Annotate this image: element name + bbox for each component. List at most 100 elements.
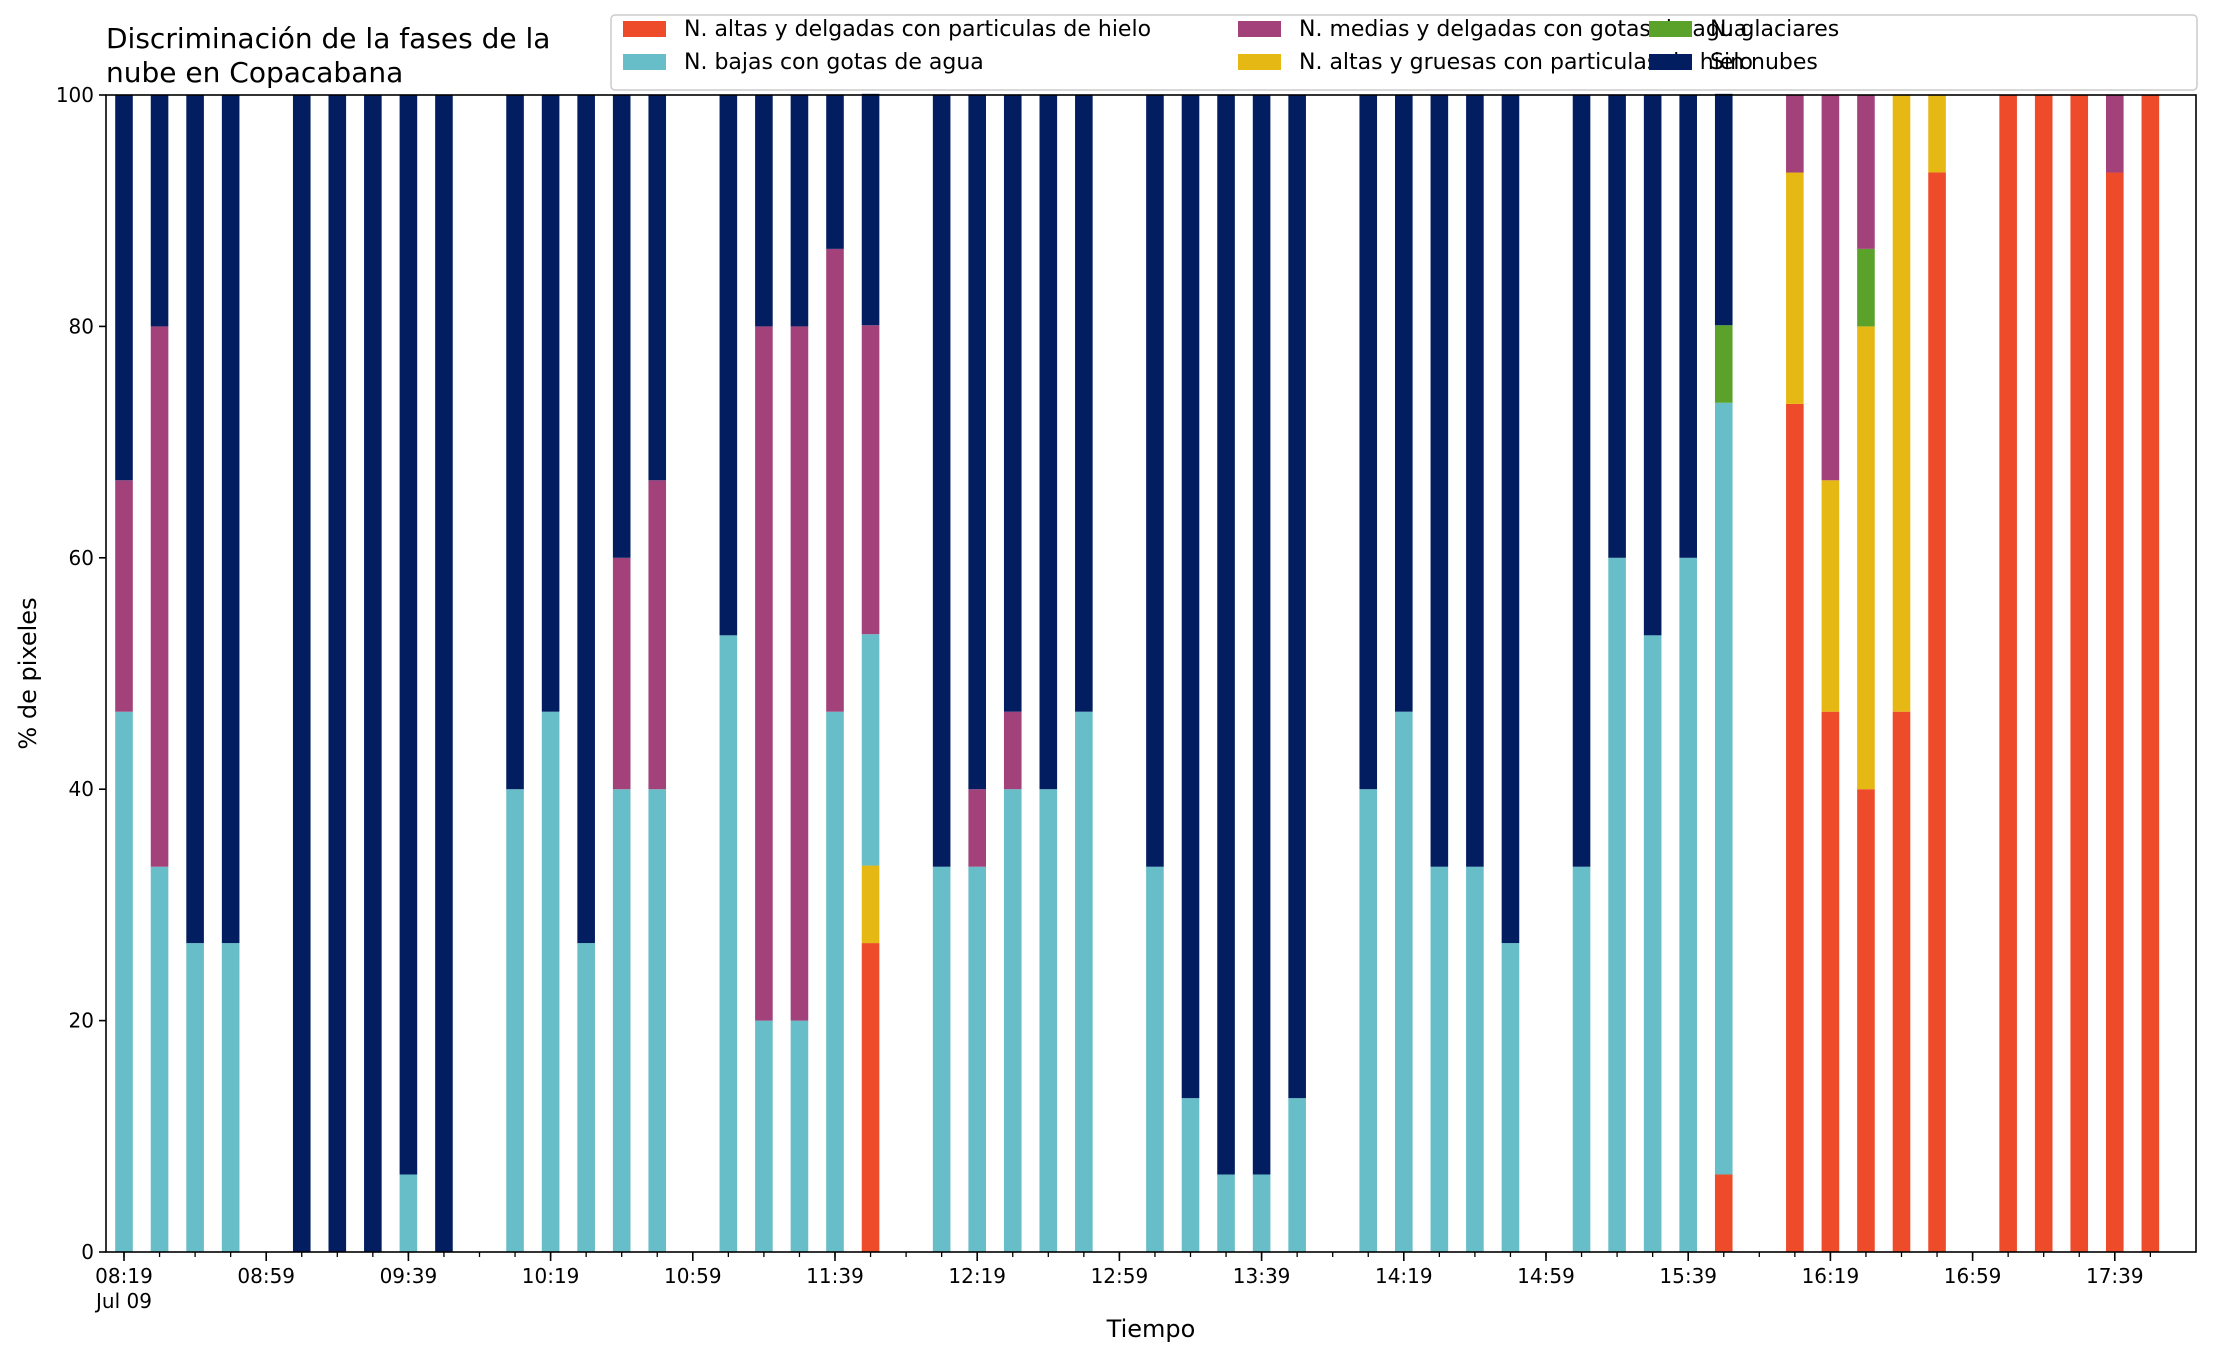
bar-segment-14:39-5 <box>1466 95 1484 867</box>
bar-segment-12:09-2 <box>932 866 951 1252</box>
bar-segment-13:19-5 <box>1181 95 1200 1099</box>
bar-segment-16:29-1 <box>1857 326 1875 790</box>
bar-segment-16:19-1 <box>1821 480 1840 712</box>
bar-segment-10:39-4 <box>612 557 631 790</box>
y-tick-label: 100 <box>56 83 94 107</box>
bar-segment-13:49-2 <box>1288 1098 1306 1252</box>
y-axis-label: % de pixeles <box>14 597 42 749</box>
bar-segment-12:49-2 <box>1075 711 1093 1252</box>
x-tick-label: 17:39 <box>2086 1264 2144 1288</box>
legend-swatch <box>623 21 666 37</box>
plot-frame <box>105 94 2197 1253</box>
x-tick-label: 16:59 <box>1944 1264 2002 1288</box>
x-tick-label: 12:59 <box>1091 1264 1149 1288</box>
y-tick-label: 40 <box>69 777 94 801</box>
bar-segment-12:19-4 <box>968 789 986 867</box>
bar-segment-10:49-2 <box>648 789 667 1252</box>
bar-segment-14:49-2 <box>1501 943 1520 1252</box>
bar-segment-08:29-5 <box>150 95 169 327</box>
x-tick-label: 14:19 <box>1375 1264 1433 1288</box>
bar-segment-17:49-0 <box>2141 95 2160 1252</box>
bar-segment-11:49-2 <box>861 634 880 866</box>
bar-segment-10:49-4 <box>648 480 667 790</box>
bar-segment-15:49-5 <box>1714 93 1733 326</box>
bar-segment-14:29-2 <box>1430 866 1449 1252</box>
bar-segment-13:19-2 <box>1181 1098 1200 1252</box>
bar-segment-12:49-5 <box>1075 95 1093 712</box>
bar-segment-10:19-2 <box>541 711 560 1252</box>
bar-segment-11:29-4 <box>790 326 809 1021</box>
bar-segment-14:49-5 <box>1501 95 1520 944</box>
bar-segment-16:29-3 <box>1857 248 1875 327</box>
x-tick-label: 10:59 <box>664 1264 722 1288</box>
legend-box <box>610 14 2198 91</box>
bar-segment-09:09-5 <box>292 95 311 1252</box>
bar-segment-10:19-5 <box>541 95 560 712</box>
bar-segment-08:39-2 <box>186 943 204 1252</box>
x-tick-label: 12:19 <box>948 1264 1006 1288</box>
bar-segment-08:19-4 <box>115 480 133 712</box>
x-tick-label: 09:39 <box>380 1264 438 1288</box>
bar-segment-16:09-0 <box>1786 403 1804 1252</box>
bar-segment-11:19-4 <box>755 326 773 1021</box>
bar-segment-09:39-2 <box>399 1174 418 1252</box>
bar-segment-15:39-2 <box>1679 557 1697 1252</box>
legend-label: Sin nubes <box>1710 50 1818 75</box>
bar-segment-17:19-0 <box>2034 95 2053 1252</box>
bar-segment-17:29-0 <box>2070 95 2089 1252</box>
bar-segment-13:49-5 <box>1288 95 1306 1099</box>
bar-segment-14:09-5 <box>1359 95 1378 790</box>
bar-segment-08:29-4 <box>150 326 169 867</box>
bar-segment-12:19-5 <box>968 95 986 790</box>
bar-segment-16:09-1 <box>1786 172 1804 404</box>
bar-segment-11:39-2 <box>826 711 844 1252</box>
bar-segment-11:29-2 <box>790 1020 809 1252</box>
bar-segment-12:39-2 <box>1039 789 1058 1252</box>
bar-segment-12:09-5 <box>932 95 951 867</box>
legend-swatch <box>1238 21 1281 37</box>
bar-segment-11:49-0 <box>861 943 880 1252</box>
bar-segment-16:39-0 <box>1892 711 1911 1252</box>
x-tick-label: 08:59 <box>237 1264 295 1288</box>
bar-segment-14:39-2 <box>1466 866 1484 1252</box>
y-tick-label: 20 <box>69 1009 94 1033</box>
x-axis-label: Tiempo <box>1106 1315 1196 1343</box>
bar-segment-11:19-5 <box>755 95 773 327</box>
bar-segment-11:09-5 <box>719 95 738 636</box>
bar-segment-12:29-2 <box>1003 789 1022 1252</box>
bar-segment-11:49-1 <box>861 865 880 944</box>
legend-label: N. bajas con gotas de agua <box>684 50 984 75</box>
bar-segment-13:09-5 <box>1146 95 1164 867</box>
bar-segment-12:29-5 <box>1003 95 1022 712</box>
bar-segment-16:09-4 <box>1786 95 1804 173</box>
y-tick-label: 0 <box>81 1240 94 1264</box>
bar-segment-15:19-2 <box>1608 557 1626 1252</box>
bar-segment-12:19-2 <box>968 866 986 1252</box>
legend-swatch <box>1649 21 1692 37</box>
x-tick-label: 15:39 <box>1659 1264 1717 1288</box>
bar-segment-13:29-2 <box>1217 1174 1235 1252</box>
x-tick-label: 14:59 <box>1517 1264 1575 1288</box>
bar-segment-16:49-1 <box>1928 95 1946 173</box>
bar-segment-12:29-4 <box>1003 711 1022 790</box>
bar-segment-10:39-5 <box>612 95 631 558</box>
bar-segment-08:39-5 <box>186 95 204 944</box>
bar-segment-16:19-4 <box>1821 95 1840 481</box>
x-tick-label: 11:39 <box>806 1264 864 1288</box>
bar-segment-15:49-2 <box>1714 402 1733 1175</box>
legend-swatch <box>1649 54 1692 70</box>
bar-segment-13:29-5 <box>1217 95 1235 1175</box>
bar-segment-17:39-4 <box>2106 95 2124 173</box>
bar-segment-15:39-5 <box>1679 95 1697 558</box>
bar-segment-13:39-2 <box>1252 1174 1271 1252</box>
bar-segment-11:19-2 <box>755 1020 773 1252</box>
bar-segment-11:39-4 <box>826 248 844 712</box>
bar-segment-08:49-5 <box>221 95 240 944</box>
bar-segment-16:29-0 <box>1857 789 1875 1252</box>
bar-segment-11:09-2 <box>719 635 738 1252</box>
legend-swatch <box>623 54 666 70</box>
bars-layer <box>115 93 2160 1252</box>
bar-segment-14:29-5 <box>1430 95 1449 867</box>
